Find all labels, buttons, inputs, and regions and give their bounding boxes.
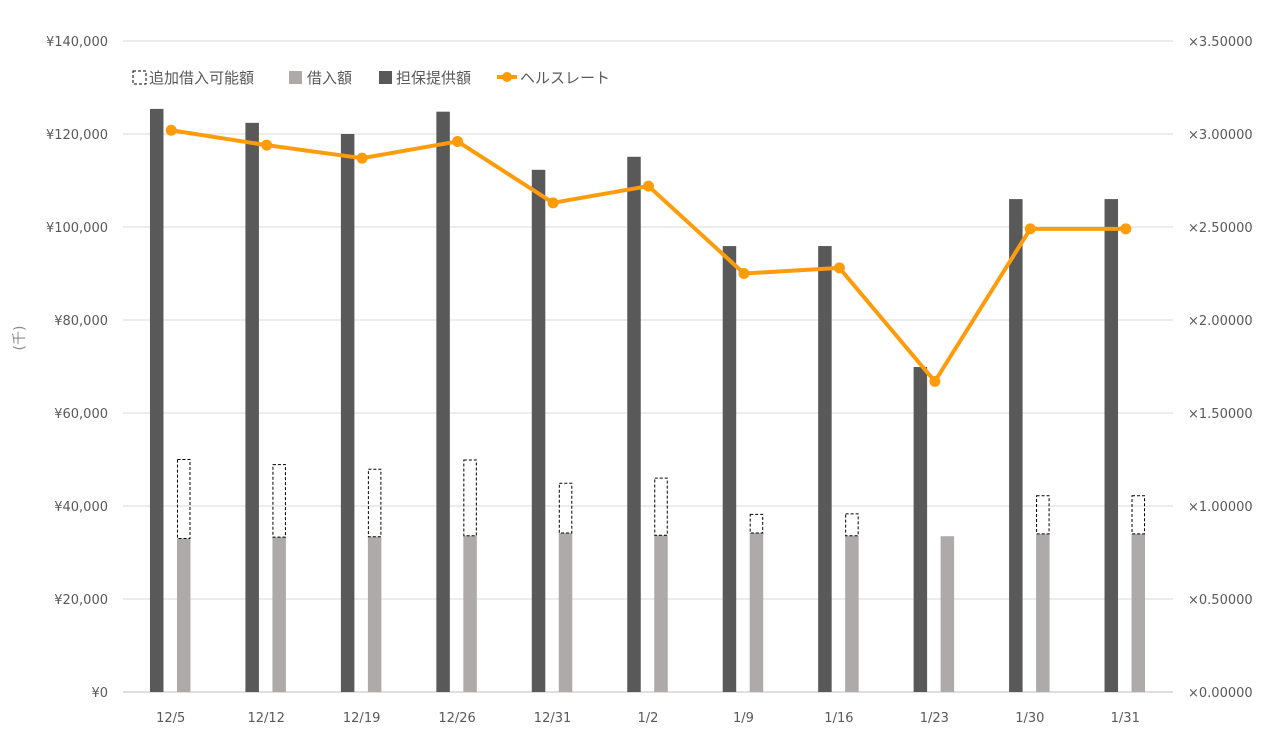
health-rate-point bbox=[547, 197, 559, 209]
bar-additional-borrowable bbox=[654, 477, 668, 536]
legend-item-borrowed: 借入額 bbox=[289, 69, 352, 87]
legend-label-health-rate: ヘルスレート bbox=[520, 69, 610, 87]
legend: 追加借入可能額 借入額 担保提供額 ヘルスレート bbox=[132, 69, 610, 87]
y2-tick-label: ×3.50000 bbox=[1188, 35, 1253, 50]
bar-collateral bbox=[436, 111, 450, 693]
gridlines bbox=[123, 40, 1173, 693]
legend-label-collateral: 担保提供額 bbox=[396, 69, 471, 87]
y-tick-label: ¥40,000 bbox=[54, 500, 108, 515]
bar-additional-borrowable bbox=[176, 459, 191, 540]
legend-item-health-rate: ヘルスレート bbox=[497, 69, 610, 87]
x-tick-label: 1/23 bbox=[920, 711, 949, 726]
bar-collateral bbox=[1104, 199, 1119, 692]
health-rate-point bbox=[929, 375, 941, 387]
bar-borrowed bbox=[463, 535, 477, 692]
bar-borrowed bbox=[940, 536, 955, 692]
health-rate-point bbox=[643, 180, 654, 192]
bar-borrowed bbox=[367, 536, 382, 692]
bar-collateral bbox=[818, 246, 832, 692]
health-rate-point bbox=[833, 262, 845, 274]
bar-collateral bbox=[531, 169, 546, 692]
x-tick-label: 12/26 bbox=[438, 711, 475, 726]
legend-swatch-collateral bbox=[379, 71, 392, 84]
y-tick-label: ¥60,000 bbox=[54, 407, 108, 422]
bar-collateral bbox=[913, 366, 928, 692]
y-tick-label: ¥0 bbox=[91, 686, 108, 701]
x-tick-label: 12/31 bbox=[534, 711, 571, 726]
y-tick-label: ¥80,000 bbox=[54, 314, 108, 329]
y2-tick-label: ×3.00000 bbox=[1188, 128, 1253, 143]
health-rate-point bbox=[356, 152, 368, 164]
bar-borrowed bbox=[558, 532, 573, 692]
axis-labels: ¥0 ¥20,000 ¥40,000 ¥60,000 ¥80,000 ¥100,000 ¥1… bbox=[46, 35, 1253, 726]
bar-collateral bbox=[340, 134, 355, 692]
legend-swatch-borrowed bbox=[289, 71, 302, 84]
legend-swatch-additional bbox=[132, 70, 147, 85]
y-tick-label: ¥100,000 bbox=[46, 221, 108, 236]
health-rate-point bbox=[165, 124, 177, 136]
health-rate-point bbox=[452, 135, 464, 147]
x-tick-label: 1/9 bbox=[733, 711, 754, 726]
bar-collateral bbox=[149, 108, 164, 692]
x-tick-label: 1/16 bbox=[824, 711, 853, 726]
bar-additional-borrowable bbox=[1131, 495, 1146, 535]
bar-collateral bbox=[245, 122, 259, 693]
legend-label-additional: 追加借入可能額 bbox=[149, 69, 254, 87]
y-tick-label: ¥140,000 bbox=[46, 35, 108, 50]
y2-tick-label: ×1.50000 bbox=[1188, 407, 1253, 422]
bar-additional-borrowable bbox=[845, 513, 859, 537]
bar-additional-borrowable bbox=[749, 513, 764, 534]
bar-additional-borrowable bbox=[463, 459, 477, 537]
bars bbox=[149, 108, 1146, 693]
y2-tick-label: ×1.00000 bbox=[1188, 500, 1253, 515]
x-tick-label: 1/30 bbox=[1015, 711, 1044, 726]
legend-label-borrowed: 借入額 bbox=[307, 69, 352, 87]
bar-borrowed bbox=[176, 538, 191, 692]
bar-borrowed bbox=[1036, 533, 1050, 692]
bar-additional-borrowable bbox=[558, 482, 573, 534]
x-tick-label: 12/19 bbox=[343, 711, 380, 726]
x-tick-label: 12/5 bbox=[156, 711, 185, 726]
bar-additional-borrowable bbox=[367, 468, 382, 538]
bar-borrowed bbox=[272, 537, 286, 692]
legend-swatch-health-rate-marker bbox=[502, 72, 512, 82]
y-axis-unit-label: (千) bbox=[12, 326, 28, 351]
bar-borrowed bbox=[654, 535, 668, 692]
bar-collateral bbox=[1009, 199, 1023, 692]
bar-collateral bbox=[722, 246, 737, 692]
bar-collateral bbox=[627, 156, 641, 692]
y2-tick-label: ×2.50000 bbox=[1188, 221, 1253, 236]
y2-tick-label: ×0.00000 bbox=[1188, 686, 1253, 701]
y2-tick-label: ×2.00000 bbox=[1188, 314, 1253, 329]
bar-borrowed bbox=[845, 535, 859, 692]
legend-item-collateral: 担保提供額 bbox=[379, 69, 471, 87]
bar-additional-borrowable bbox=[1036, 495, 1050, 535]
bar-borrowed bbox=[1131, 533, 1146, 692]
health-rate-line bbox=[165, 124, 1132, 387]
y-tick-label: ¥20,000 bbox=[54, 593, 108, 608]
y2-tick-label: ×0.50000 bbox=[1188, 593, 1253, 608]
x-tick-label: 1/2 bbox=[638, 711, 659, 726]
x-tick-label: 1/31 bbox=[1111, 711, 1140, 726]
bar-additional-borrowable bbox=[272, 464, 286, 538]
health-rate-point bbox=[1024, 223, 1036, 235]
bar-borrowed bbox=[749, 532, 764, 692]
x-tick-label: 12/12 bbox=[247, 711, 284, 726]
health-rate-polyline bbox=[170, 128, 1126, 384]
health-rate-point bbox=[738, 268, 750, 279]
health-rate-point bbox=[1120, 223, 1132, 235]
health-rate-point bbox=[261, 139, 273, 151]
legend-item-additional: 追加借入可能額 bbox=[132, 69, 254, 87]
y-tick-label: ¥120,000 bbox=[46, 128, 108, 143]
